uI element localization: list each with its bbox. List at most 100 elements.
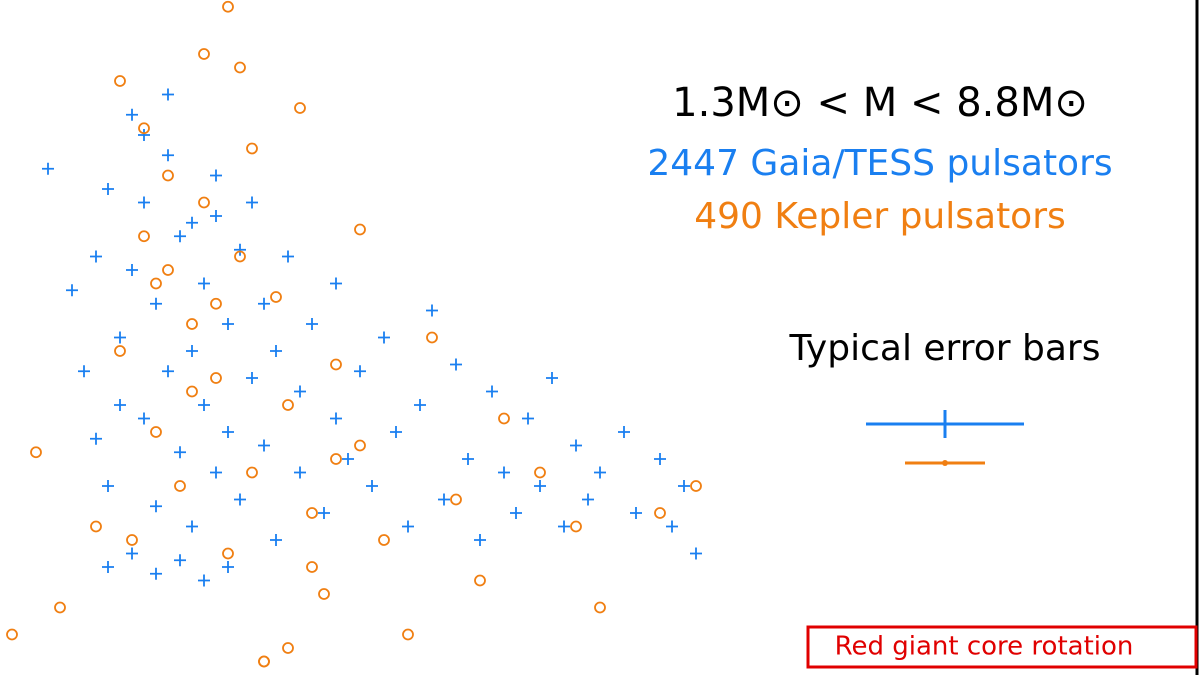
point [246, 466, 258, 479]
point [234, 250, 246, 263]
point [126, 264, 138, 276]
point [258, 439, 270, 452]
point [162, 365, 174, 378]
point [246, 196, 258, 209]
point [594, 601, 606, 614]
point [282, 250, 294, 263]
point [498, 412, 510, 425]
point [6, 628, 18, 641]
point [114, 399, 126, 411]
point [234, 493, 246, 506]
point [306, 561, 318, 573]
point [234, 243, 246, 256]
point [534, 466, 546, 479]
point [90, 520, 102, 533]
point [114, 345, 126, 357]
point [354, 439, 366, 452]
point [210, 210, 222, 222]
point [402, 628, 414, 641]
error-bar-point [942, 460, 948, 466]
point [318, 588, 330, 600]
chart-title: 1.3M⊙ < M < 8.8M⊙ [672, 80, 1088, 126]
point [474, 534, 486, 546]
point [522, 412, 534, 425]
point [114, 75, 126, 87]
point [210, 466, 222, 479]
point [510, 507, 522, 519]
point [42, 162, 54, 175]
point [582, 493, 594, 506]
point [174, 230, 186, 243]
point [162, 149, 174, 162]
point [330, 453, 342, 465]
point [306, 507, 318, 519]
point [594, 466, 606, 479]
point [570, 520, 582, 533]
point [270, 534, 282, 546]
point [390, 426, 402, 438]
point [378, 534, 390, 546]
point [126, 534, 138, 546]
point [198, 574, 210, 587]
point [138, 230, 150, 243]
point [246, 142, 258, 155]
point [414, 399, 426, 411]
point [474, 574, 486, 587]
point [210, 372, 222, 384]
annotation-box [806, 625, 1198, 669]
point [678, 480, 690, 492]
point [198, 48, 210, 60]
point [306, 318, 318, 330]
point [330, 277, 342, 290]
point [150, 500, 162, 513]
point [126, 108, 138, 121]
point [426, 331, 438, 344]
point [282, 642, 294, 654]
point [222, 426, 234, 438]
point [270, 345, 282, 357]
point [102, 561, 114, 573]
point [210, 297, 222, 310]
point [318, 507, 330, 519]
point [330, 412, 342, 425]
point [450, 493, 462, 506]
point [222, 561, 234, 573]
point [486, 385, 498, 398]
point [210, 169, 222, 182]
point [102, 480, 114, 492]
point [78, 365, 90, 378]
point [294, 466, 306, 479]
point [150, 567, 162, 580]
point [174, 446, 186, 459]
point [186, 385, 198, 398]
point [558, 520, 570, 533]
point [66, 284, 78, 297]
point [342, 453, 354, 465]
point [138, 129, 150, 141]
legend-entry: 490 Kepler pulsators [694, 196, 1066, 237]
point [282, 399, 294, 411]
point [222, 0, 234, 13]
point [570, 439, 582, 452]
point [174, 480, 186, 492]
point [498, 466, 510, 479]
point [186, 318, 198, 330]
point [198, 399, 210, 411]
point [186, 520, 198, 533]
point [654, 507, 666, 519]
point [150, 297, 162, 310]
point [258, 655, 270, 668]
point [246, 372, 258, 384]
point [354, 223, 366, 236]
point [30, 446, 42, 459]
point [438, 493, 450, 506]
point [294, 102, 306, 114]
point [138, 196, 150, 209]
point [378, 331, 390, 344]
point [234, 61, 246, 74]
point [450, 358, 462, 371]
annotation: Typical error bars [789, 328, 1101, 369]
point [690, 547, 702, 560]
